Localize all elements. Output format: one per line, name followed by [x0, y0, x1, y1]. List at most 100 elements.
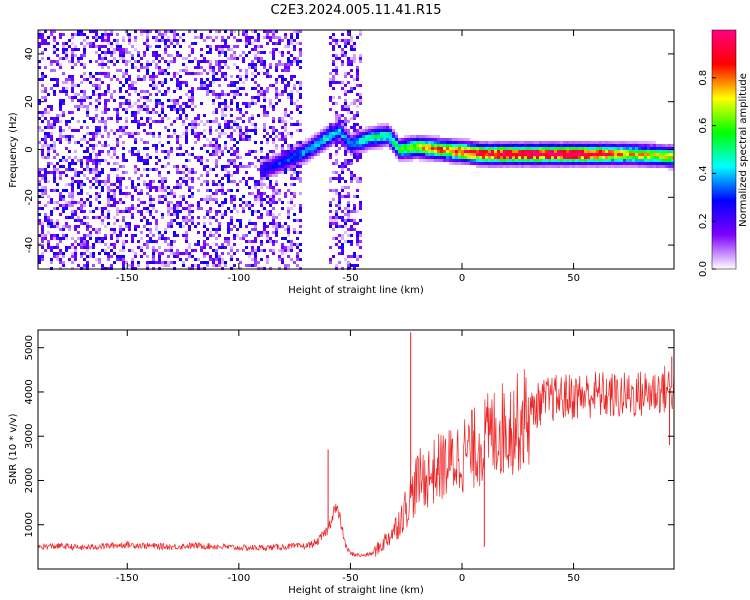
spectrogram-cell — [158, 201, 161, 204]
spectrogram-cell — [335, 213, 338, 216]
spectrogram-cell — [281, 120, 284, 123]
spectrogram-cell — [110, 195, 113, 198]
spectrogram-cell — [218, 102, 221, 105]
spectrogram-cell — [212, 81, 215, 84]
spectrogram-cell — [608, 141, 611, 144]
spectrogram-cell — [95, 132, 98, 135]
spectrogram-cell — [134, 117, 137, 120]
spectrogram-cell — [299, 165, 302, 168]
spectrogram-cell — [86, 192, 89, 195]
spectrogram-cell — [221, 72, 224, 75]
spectrogram-cell — [422, 147, 425, 150]
spectrogram-cell — [650, 153, 653, 156]
spectrogram-cell — [260, 51, 263, 54]
spectrogram-cell — [569, 156, 572, 159]
spectrogram-cell — [143, 105, 146, 108]
spectrogram-cell — [188, 105, 191, 108]
spectrogram-cell — [434, 135, 437, 138]
spectrogram-cell — [428, 135, 431, 138]
spectrogram-cell — [191, 180, 194, 183]
spectrogram-cell — [338, 180, 341, 183]
spectrogram-cell — [215, 249, 218, 252]
spectrogram-cell — [227, 66, 230, 69]
spectrogram-cell — [350, 159, 353, 162]
spectrogram-cell — [269, 222, 272, 225]
spectrogram-cell — [311, 153, 314, 156]
spectrogram-cell — [38, 207, 41, 210]
spectrogram-cell — [551, 141, 554, 144]
spectrogram-cell — [161, 69, 164, 72]
spectrogram-cell — [230, 201, 233, 204]
spectrogram-cell — [266, 132, 269, 135]
spectrogram-cell — [293, 219, 296, 222]
spectrogram-cell — [146, 240, 149, 243]
spectrogram-cell — [152, 234, 155, 237]
spectrogram-cell — [638, 153, 641, 156]
spectrogram-cell — [71, 99, 74, 102]
spectrogram-cell — [74, 240, 77, 243]
spectrogram-cell — [350, 162, 353, 165]
spectrogram-cell — [188, 195, 191, 198]
spectrogram-cell — [242, 195, 245, 198]
spectrogram-cell — [65, 225, 68, 228]
spectrogram-cell — [287, 207, 290, 210]
spectrogram-cell — [107, 90, 110, 93]
spectrogram-cell — [464, 141, 467, 144]
spectrogram-cell — [362, 135, 365, 138]
spectrogram-cell — [209, 90, 212, 93]
spectrogram-cell — [98, 162, 101, 165]
spectrogram-cell — [266, 201, 269, 204]
spectrogram-cell — [83, 90, 86, 93]
spectrogram-cell — [332, 63, 335, 66]
spectrogram-cell — [281, 54, 284, 57]
spectrogram-cell — [272, 168, 275, 171]
spectrogram-cell — [269, 174, 272, 177]
spectrogram-cell — [239, 54, 242, 57]
spectrogram-cell — [269, 204, 272, 207]
spectrogram-cell — [143, 96, 146, 99]
spectrogram-cell — [56, 42, 59, 45]
spectrogram-cell — [95, 153, 98, 156]
spectrogram-cell — [194, 120, 197, 123]
spectrogram-cell — [377, 147, 380, 150]
spectrogram-cell — [215, 63, 218, 66]
spectrogram-cell — [272, 36, 275, 39]
spectrogram-cell — [422, 135, 425, 138]
spectrogram-cell — [314, 135, 317, 138]
spectrogram-cell — [266, 36, 269, 39]
spectrogram-cell — [350, 240, 353, 243]
spectrogram-cell — [551, 144, 554, 147]
spectrogram-cell — [263, 108, 266, 111]
spectrogram-cell — [296, 156, 299, 159]
spectrogram-cell — [230, 159, 233, 162]
spectrogram-cell — [224, 99, 227, 102]
spectrogram-cell — [164, 72, 167, 75]
spectrogram-cell — [284, 45, 287, 48]
spectrogram-cell — [191, 171, 194, 174]
spectrogram-cell — [506, 162, 509, 165]
spectrogram-cell — [59, 63, 62, 66]
spectrogram-cell — [251, 36, 254, 39]
spectrogram-cell — [197, 243, 200, 246]
spectrogram-cell — [599, 150, 602, 153]
spectrogram-cell — [203, 225, 206, 228]
spectrogram-cell — [473, 153, 476, 156]
spectrogram-cell — [155, 75, 158, 78]
spectrogram-cell — [200, 78, 203, 81]
spectrogram-cell — [59, 165, 62, 168]
spectrogram-cell — [449, 144, 452, 147]
spectrogram-cell — [110, 228, 113, 231]
spectrogram-cell — [377, 132, 380, 135]
spectrogram-cell — [212, 228, 215, 231]
spectrogram-cell — [605, 156, 608, 159]
spectrogram-cell — [284, 222, 287, 225]
spectrogram-cell — [338, 204, 341, 207]
spectrogram-cell — [185, 168, 188, 171]
spectrogram-cell — [86, 126, 89, 129]
spectrogram-cell — [287, 255, 290, 258]
spectrogram-cell — [554, 156, 557, 159]
x-tick-label: -150 — [116, 573, 139, 584]
spectrogram-cell — [512, 147, 515, 150]
spectrogram-cell — [167, 99, 170, 102]
spectrogram-cell — [347, 72, 350, 75]
